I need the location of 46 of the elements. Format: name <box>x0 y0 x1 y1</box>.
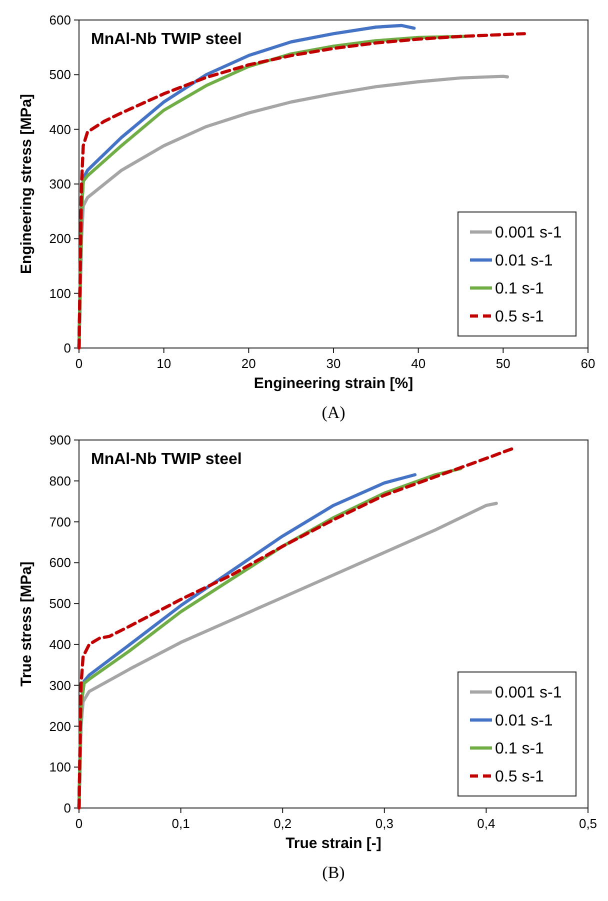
y-tick-label: 600 <box>49 555 71 570</box>
x-tick-label: 0,4 <box>477 816 496 831</box>
y-tick-label: 700 <box>49 514 71 530</box>
text: MnAl-Nb TWIP steel <box>91 31 242 48</box>
x-tick-label: 0 <box>75 816 83 831</box>
x-axis-title: Engineering strain [%] <box>254 375 414 392</box>
y-tick-label: 100 <box>49 286 71 301</box>
y-tick-label: 400 <box>49 122 71 137</box>
x-tick-label: 10 <box>156 356 172 371</box>
legend-label: 0.1 s-1 <box>495 740 544 758</box>
x-tick-label: 0,5 <box>578 816 598 831</box>
legend-label: 0.001 s-1 <box>495 684 562 702</box>
y-axis-title: True stress [MPa] <box>18 561 35 687</box>
y-tick-label: 500 <box>49 67 71 82</box>
legend-label: 0.5 s-1 <box>495 308 544 326</box>
legend-label: 0.5 s-1 <box>495 768 544 786</box>
y-tick-label: 0 <box>64 800 71 816</box>
legend-label: 0.01 s-1 <box>495 252 553 270</box>
x-tick-label: 30 <box>326 356 341 371</box>
text: (A) <box>322 403 346 422</box>
y-tick-label: 200 <box>49 718 71 734</box>
y-tick-label: 300 <box>49 176 71 192</box>
x-tick-label: 0,2 <box>274 816 292 831</box>
y-tick-label: 900 <box>49 432 71 448</box>
y-tick-label: 500 <box>49 596 71 612</box>
y-tick-label: 100 <box>49 760 71 775</box>
y-axis-title: Engineering stress [MPa] <box>18 94 35 274</box>
y-tick-label: 200 <box>49 231 71 246</box>
legend-label: 0.001 s-1 <box>495 224 562 242</box>
legend-label: 0.1 s-1 <box>495 280 544 298</box>
y-tick-label: 300 <box>49 678 71 693</box>
x-tick-label: 0,1 <box>172 816 190 831</box>
legend-label: 0.01 s-1 <box>495 712 553 730</box>
x-tick-label: 60 <box>580 356 596 371</box>
y-tick-label: 600 <box>49 12 71 28</box>
y-tick-label: 0 <box>64 340 71 356</box>
x-tick-label: 0 <box>75 356 83 371</box>
y-tick-label: 800 <box>49 473 71 488</box>
x-axis-title: True strain [-] <box>286 835 382 852</box>
x-tick-label: 40 <box>411 356 426 371</box>
text: MnAl-Nb TWIP steel <box>91 451 242 468</box>
x-tick-label: 20 <box>241 356 256 371</box>
x-tick-label: 0,3 <box>375 816 394 831</box>
x-tick-label: 50 <box>496 356 510 371</box>
text: (B) <box>322 863 345 882</box>
y-tick-label: 400 <box>49 636 71 652</box>
